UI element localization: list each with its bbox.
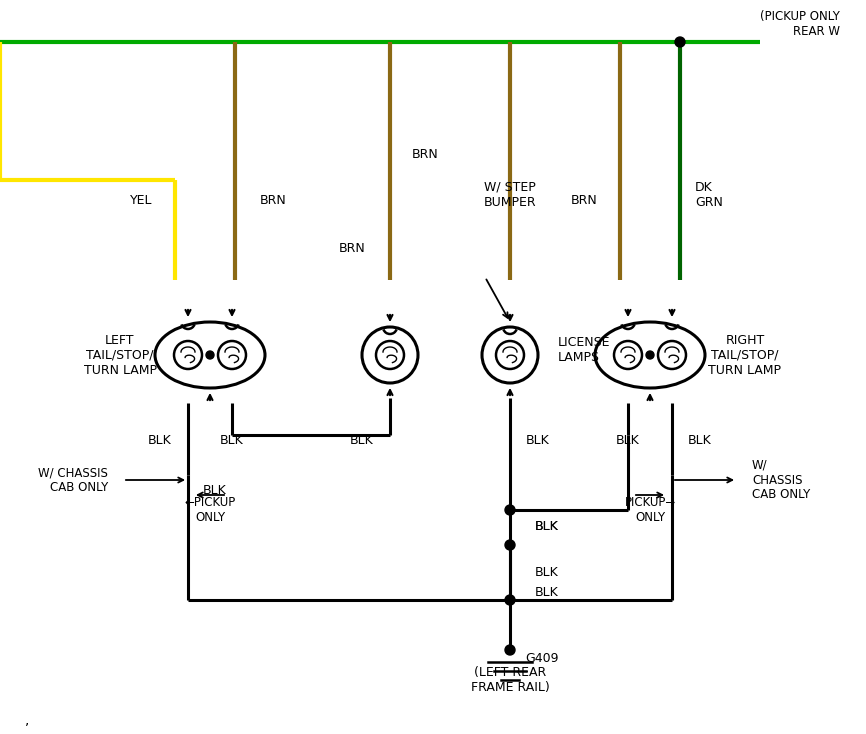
- Ellipse shape: [155, 322, 265, 388]
- Circle shape: [218, 341, 246, 369]
- Text: BLK: BLK: [535, 520, 559, 534]
- Text: BLK: BLK: [350, 434, 374, 446]
- Circle shape: [505, 645, 515, 655]
- Circle shape: [658, 341, 686, 369]
- Text: LEFT
TAIL/STOP/
TURN LAMP: LEFT TAIL/STOP/ TURN LAMP: [83, 333, 157, 377]
- Text: PICKUP→
ONLY: PICKUP→ ONLY: [624, 496, 675, 524]
- Circle shape: [505, 540, 515, 550]
- Text: RIGHT
TAIL/STOP/
TURN LAMP: RIGHT TAIL/STOP/ TURN LAMP: [708, 333, 781, 377]
- Text: DK
GRN: DK GRN: [695, 181, 723, 209]
- Circle shape: [646, 351, 654, 359]
- Text: BLK: BLK: [535, 520, 559, 534]
- Circle shape: [206, 351, 214, 359]
- Text: ,: ,: [25, 713, 29, 727]
- Text: (LEFT REAR
FRAME RAIL): (LEFT REAR FRAME RAIL): [470, 666, 549, 694]
- Text: (PICKUP ONLY
REAR W: (PICKUP ONLY REAR W: [760, 10, 840, 38]
- Text: BRN: BRN: [260, 194, 287, 206]
- Text: BRN: BRN: [411, 148, 438, 161]
- Circle shape: [496, 341, 524, 369]
- Text: G409: G409: [525, 652, 559, 664]
- Text: W/
CHASSIS
CAB ONLY: W/ CHASSIS CAB ONLY: [752, 459, 811, 501]
- Circle shape: [614, 341, 642, 369]
- Text: W/ CHASSIS
CAB ONLY: W/ CHASSIS CAB ONLY: [38, 466, 108, 494]
- Text: BLK: BLK: [203, 484, 227, 496]
- Text: BLK: BLK: [616, 434, 640, 446]
- Text: BLK: BLK: [688, 434, 712, 446]
- Text: BRN: BRN: [339, 241, 365, 255]
- Circle shape: [362, 327, 418, 383]
- Text: BLK: BLK: [527, 434, 550, 446]
- Text: BLK: BLK: [535, 586, 559, 598]
- Circle shape: [505, 595, 515, 605]
- Circle shape: [376, 341, 404, 369]
- Text: BLK: BLK: [220, 434, 244, 446]
- Ellipse shape: [595, 322, 705, 388]
- Circle shape: [505, 505, 515, 515]
- Text: BLK: BLK: [535, 565, 559, 578]
- Circle shape: [174, 341, 202, 369]
- Text: ←PICKUP
ONLY: ←PICKUP ONLY: [184, 496, 236, 524]
- Text: BLK: BLK: [148, 434, 171, 446]
- Text: LICENSE
LAMPS: LICENSE LAMPS: [558, 336, 611, 364]
- Text: W/ STEP
BUMPER: W/ STEP BUMPER: [484, 181, 536, 209]
- Text: YEL: YEL: [130, 194, 152, 206]
- Circle shape: [482, 327, 538, 383]
- Text: BRN: BRN: [572, 194, 598, 206]
- Circle shape: [675, 37, 685, 47]
